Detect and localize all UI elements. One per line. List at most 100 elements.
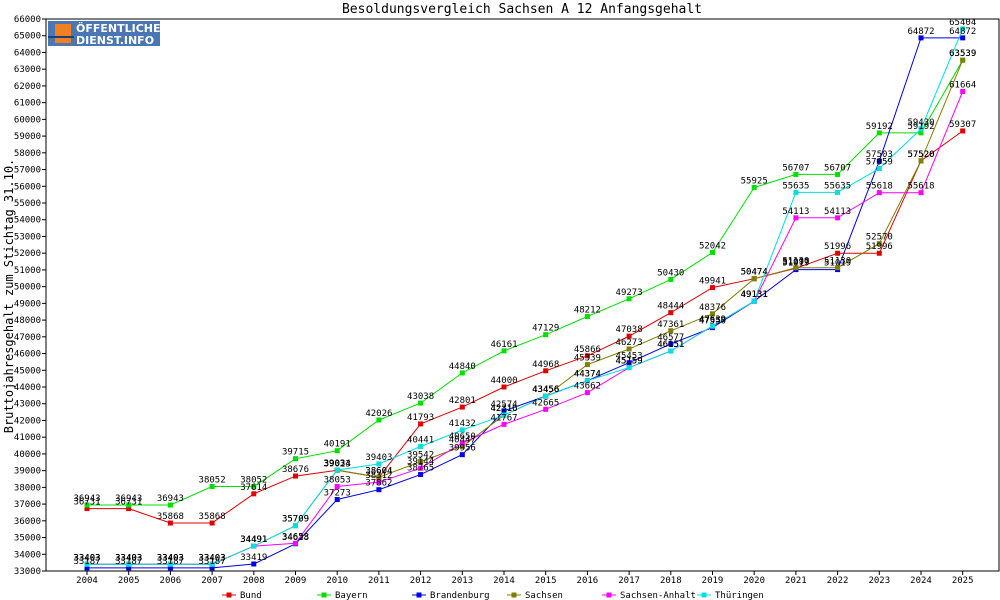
data-label: 50474: [741, 268, 768, 278]
data-point: [584, 314, 590, 320]
data-label: 47639: [699, 315, 726, 325]
data-point: [626, 333, 632, 339]
data-point: [376, 417, 382, 423]
data-label: 47129: [532, 324, 559, 334]
y-tick-label: 39000: [14, 467, 41, 477]
y-tick-label: 50000: [14, 283, 41, 293]
data-label: 34653: [282, 532, 309, 542]
data-point: [459, 427, 465, 433]
data-label: 36943: [73, 494, 100, 504]
data-label: 45339: [574, 354, 601, 364]
data-label: 59430: [907, 118, 934, 128]
legend-marker: [226, 592, 232, 598]
data-label: 42316: [490, 404, 517, 414]
data-point: [793, 171, 799, 177]
data-point: [835, 171, 841, 177]
data-label: 41767: [490, 413, 517, 423]
y-axis: 33000 34000 35000 36000 37000 38000 39000 40000…: [14, 15, 46, 577]
data-point: [501, 384, 507, 390]
y-tick-label: 66000: [14, 15, 41, 25]
x-tick-label: 2016: [577, 576, 599, 586]
data-point: [918, 130, 924, 136]
data-point: [584, 353, 590, 359]
y-tick-label: 37000: [14, 500, 41, 510]
data-label: 38604: [365, 466, 392, 476]
data-label: 33187: [199, 557, 226, 567]
y-tick-label: 62000: [14, 82, 41, 92]
data-label: 42801: [449, 396, 476, 406]
data-point: [209, 483, 215, 489]
data-point: [626, 346, 632, 352]
data-label: 33187: [73, 557, 100, 567]
data-label: 48212: [574, 306, 601, 316]
data-point: [710, 311, 715, 317]
data-label: 52570: [866, 233, 893, 243]
data-point: [835, 189, 841, 195]
data-label: 49131: [741, 290, 768, 300]
data-label: 37614: [240, 483, 267, 493]
legend: Bund Bayern Brandenburg Sachsen Sachsen-Anha…: [222, 591, 764, 600]
data-label: 47361: [657, 320, 684, 330]
legend-label: Sachsen-Anhalt: [620, 591, 696, 600]
data-point: [251, 483, 257, 489]
series-line: [87, 130, 963, 524]
data-label: 38604: [365, 466, 392, 476]
y-tick-label: 63000: [14, 65, 41, 75]
data-label: 46273: [616, 338, 643, 348]
data-point: [209, 520, 215, 526]
y-tick-label: 54000: [14, 216, 41, 226]
y-tick-label: 38000: [14, 483, 41, 493]
x-tick-label: 2024: [910, 576, 932, 586]
series-sachsen-anhalt: [84, 89, 966, 567]
data-point: [793, 189, 799, 195]
data-point: [334, 467, 340, 473]
data-label: 35868: [157, 512, 184, 522]
logo-mark-icon: [55, 24, 71, 43]
data-label: 55618: [907, 182, 934, 192]
data-label: 33403: [157, 553, 184, 563]
data-label: 47038: [616, 325, 643, 335]
data-point: [876, 190, 882, 196]
data-label: 44840: [449, 362, 476, 372]
data-point: [84, 502, 90, 508]
data-label: 42665: [532, 398, 559, 408]
x-tick-label: 2004: [76, 576, 98, 586]
legend-label: Thüringen: [715, 591, 764, 600]
x-tick-label: 2013: [451, 576, 473, 586]
data-label: 48444: [657, 302, 684, 312]
plot-frame: [45, 18, 1000, 572]
data-label: 34491: [240, 535, 267, 545]
data-point: [584, 390, 590, 396]
data-label: 33403: [115, 553, 142, 563]
data-label: 33403: [115, 553, 142, 563]
data-point: [84, 506, 90, 512]
data-point: [501, 348, 507, 354]
data-label: 55925: [741, 177, 768, 187]
legend-item-thüringen: Thüringen: [697, 591, 764, 600]
data-label: 33403: [157, 553, 184, 563]
data-point: [543, 368, 549, 374]
legend-marker: [606, 592, 612, 598]
data-label: 35709: [282, 515, 309, 525]
y-tick-label: 55000: [14, 199, 41, 209]
data-point: [418, 444, 424, 450]
data-label: 33403: [115, 553, 142, 563]
data-label: 42316: [490, 404, 517, 414]
logo-rule-icon: [48, 36, 74, 38]
data-point: [876, 158, 882, 164]
data-label: 38676: [282, 465, 309, 475]
data-point: [543, 332, 549, 338]
data-point: [418, 472, 424, 478]
data-point: [293, 540, 298, 546]
data-label: 33187: [115, 557, 142, 567]
series-sachsen: [84, 57, 966, 567]
y-tick-label: 42000: [14, 416, 41, 426]
data-label: 36731: [73, 498, 100, 508]
data-label: 33403: [199, 553, 226, 563]
legend-item-sachsen: Sachsen: [507, 591, 563, 600]
y-tick-label: 47000: [14, 333, 41, 343]
data-label: 33403: [73, 553, 100, 563]
x-tick-label: 2020: [743, 576, 765, 586]
legend-item-bund: Bund: [222, 591, 262, 600]
data-label: 33419: [240, 553, 267, 563]
